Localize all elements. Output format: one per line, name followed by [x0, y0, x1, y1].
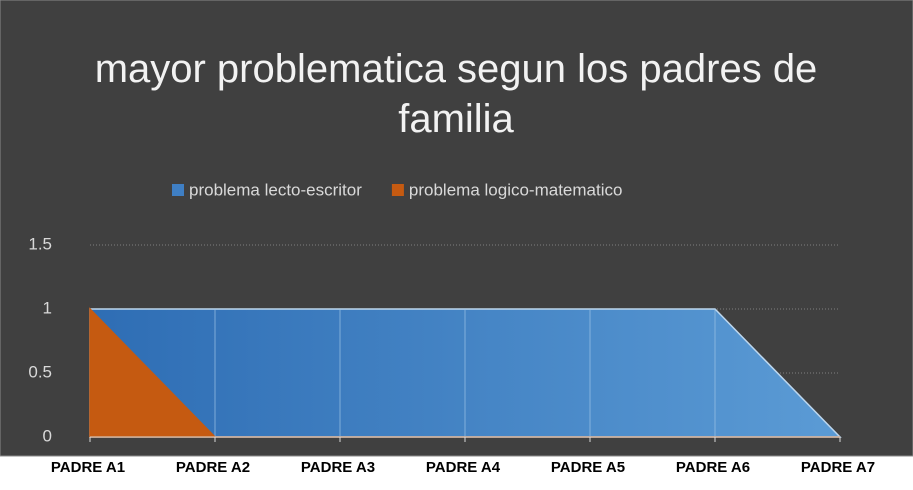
x-tick-label: PADRE A5 [551, 459, 625, 476]
x-tick-label: PADRE A6 [676, 459, 750, 476]
x-tick-label: PADRE A2 [176, 459, 250, 476]
x-tick-label: PADRE A7 [801, 459, 875, 476]
legend-swatch [391, 184, 404, 196]
x-tick-label: PADRE A3 [301, 459, 375, 476]
legend-label: problema logico-matematico [409, 180, 623, 199]
x-tick-label: PADRE A1 [51, 459, 125, 476]
y-tick-label: 1.5 [28, 234, 52, 253]
legend-label: problema lecto-escritor [189, 180, 362, 199]
y-tick-label: 1 [43, 298, 52, 317]
x-tick-label: PADRE A4 [426, 459, 501, 476]
legend-swatch [172, 184, 184, 196]
y-tick-label: 0.5 [28, 362, 52, 381]
chart-title: mayor problematica segun los padres de f… [94, 47, 818, 141]
y-tick-label: 0 [43, 426, 52, 445]
